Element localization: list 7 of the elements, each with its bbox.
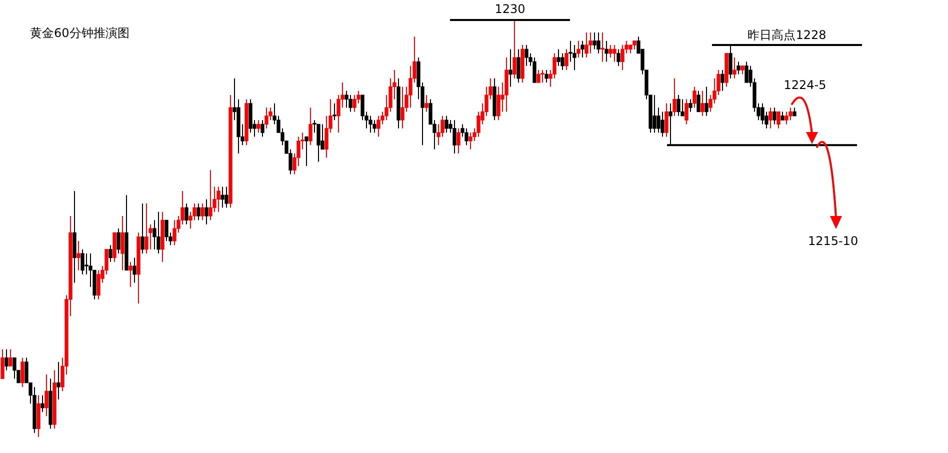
text: 1215-10: [808, 234, 858, 248]
text: 黄金60分钟推演图: [30, 26, 130, 40]
text: 1230: [494, 2, 526, 16]
candlestick: [600, 32, 604, 62]
annotation: 1224-5: [784, 78, 826, 92]
candlestick: [332, 103, 336, 120]
annotation: 昨日高点1228: [748, 28, 826, 42]
